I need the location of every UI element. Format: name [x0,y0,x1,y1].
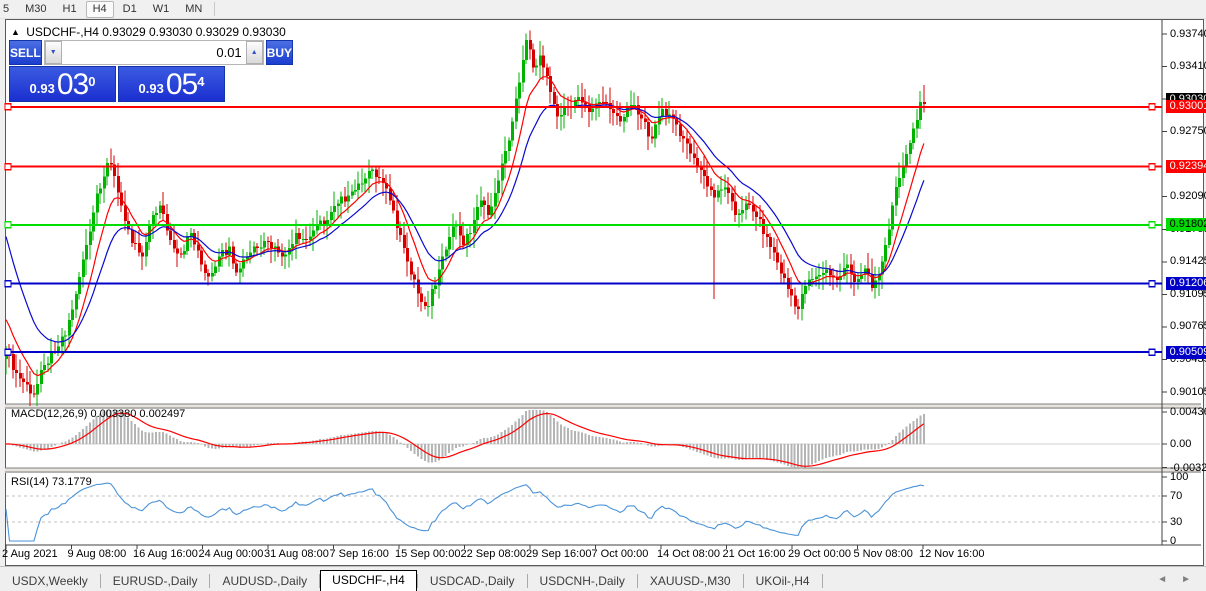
chart-symbol-period: USDCHF-,H4 [26,25,99,39]
horizontal-line-0.93001[interactable] [4,103,1162,111]
date-tick-label: 5 Nov 08:00 [853,548,913,560]
price-tick-label: 0.91095 [1170,287,1206,300]
timeframe-button-h1[interactable]: H1 [62,2,77,15]
date-tick-label: 14 Oct 08:00 [657,548,720,560]
price-tick-label: 0.93410 [1170,60,1206,72]
chart-tab-usdcnh-[interactable]: USDCNH-,Daily [539,574,625,588]
tab-separator [742,574,744,588]
price-tick-label: 0.90105 [1170,385,1206,398]
toolbar-separator [214,2,216,16]
volume-decrease-button[interactable]: ▼ [44,41,62,64]
buy-price-big: 05 [165,68,198,101]
sell-price-display[interactable]: 0.93 03 0 [9,66,116,102]
chart-quotes: 0.93029 0.93030 0.93029 0.93030 [102,25,286,39]
macd-axis-label: -0.00323 [1170,461,1206,474]
rsi-axis-label: 100 [1170,471,1189,483]
tab-separator [821,574,823,588]
rsi-label: RSI(14) 73.1779 [11,476,92,488]
date-tick-label: 29 Oct 00:00 [788,548,851,560]
sell-button[interactable]: SELL [9,40,42,65]
date-tick-label: 2 Aug 2021 [2,548,58,560]
chart-tab-xauusd-[interactable]: XAUUSD-,M30 [649,574,731,588]
date-tick-label: 22 Sep 08:00 [460,548,526,560]
collapse-icon[interactable]: ▲ [11,27,20,37]
rsi-axis-label: 70 [1170,490,1183,503]
one-click-trading-panel: SELL ▼ ▲ BUY 0.93 03 0 0.93 05 4 [9,40,294,103]
chart-tab-usdchf-[interactable]: USDCHF-,H4 [320,570,417,591]
volume-spinner: ▼ ▲ [43,40,264,65]
date-tick-label: 21 Oct 16:00 [722,548,786,560]
sell-price-big: 03 [56,68,89,101]
tab-separator [99,574,101,588]
timeframe-button-h4[interactable]: H4 [85,0,114,18]
timeframe-button-5[interactable]: 5 [3,2,10,15]
tab-separator [416,574,418,588]
chart-window [5,19,1204,566]
price-tick-label: 0.90765 [1170,320,1206,333]
horizontal-line-0.91206[interactable] [4,279,1162,288]
timeframe-button-mn[interactable]: MN [185,2,203,15]
hline-price-label[interactable]: 0.92394 [1166,160,1206,174]
sell-price-sup: 0 [88,74,96,89]
price-tick-label: 0.92750 [1170,125,1206,137]
date-tick-label: 24 Aug 00:00 [198,548,264,560]
timeframe-toolbar: 5 M30 H1 H4 D1 W1 MN [0,0,1206,19]
timeframe-button-d1[interactable]: D1 [122,2,137,15]
date-tick-label: 7 Oct 00:00 [591,548,649,560]
macd-axis-label: 0.00 [1170,438,1192,450]
hline-price-label[interactable]: 0.90509 [1166,345,1206,359]
horizontal-line-0.92394[interactable] [4,162,1162,171]
date-tick-label: 7 Sep 16:00 [329,548,389,560]
tab-scroll-left-icon[interactable]: ◄ [1157,574,1168,585]
tab-separator [209,574,211,588]
rsi-axis-label: 30 [1170,515,1183,528]
tab-separator [526,574,528,588]
macd-label: MACD(12,26,9) 0.003380 0.002497 [11,408,186,420]
date-tick-label: 12 Nov 16:00 [919,548,985,560]
chart-tab-eurusd-[interactable]: EURUSD-,Daily [112,574,198,588]
chart-tab-ukoil-[interactable]: UKOil-,H4 [755,574,810,588]
date-tick-label: 9 Aug 08:00 [67,548,127,560]
volume-increase-button[interactable]: ▲ [245,41,263,64]
buy-price-sup: 4 [197,74,205,89]
hline-price-label[interactable]: 0.91206 [1166,277,1206,291]
sell-price-small: 0.93 [29,81,55,96]
hline-price-label[interactable]: 0.91802 [1166,218,1206,232]
buy-price-display[interactable]: 0.93 05 4 [118,66,225,102]
tab-separator [636,574,638,588]
buy-price-small: 0.93 [138,81,164,96]
timeframe-button-w1[interactable]: W1 [152,2,170,15]
date-tick-label: 29 Sep 16:00 [526,548,592,560]
chart-tab-audusd-[interactable]: AUDUSD-,Daily [222,574,308,588]
rsi-axis-label: 0 [1170,535,1177,547]
chart-tab-bar: USDX,Weekly EURUSD-,Daily AUDUSD-,Daily USD… [0,566,1206,591]
hline-price-label[interactable]: 0.93001 [1166,100,1206,114]
tab-separator [319,574,321,588]
price-tick-label: 0.92090 [1170,190,1206,202]
chart-title: ▲ USDCHF-,H4 0.93029 0.93030 0.93029 0.9… [11,25,286,39]
date-tick-label: 16 Aug 16:00 [133,548,198,560]
horizontal-line-0.90509[interactable] [4,348,1162,356]
timeframe-button-m30[interactable]: M30 [25,2,47,15]
price-tick-label: 0.91425 [1170,255,1206,268]
buy-button[interactable]: BUY [265,40,294,65]
chart-tab-usdcad-[interactable]: USDCAD-,Daily [429,574,515,588]
chart-tab-usdx[interactable]: USDX,Weekly [12,574,88,588]
horizontal-line-0.91802[interactable] [4,221,1162,229]
price-tick-label: 0.93740 [1170,27,1206,40]
macd-axis-label: 0.00436 [1170,406,1206,418]
tab-scroll-right-icon[interactable]: ► [1181,574,1191,585]
date-tick-label: 31 Aug 08:00 [264,548,329,560]
volume-input[interactable] [61,41,246,64]
date-tick-label: 15 Sep 00:00 [395,548,461,560]
